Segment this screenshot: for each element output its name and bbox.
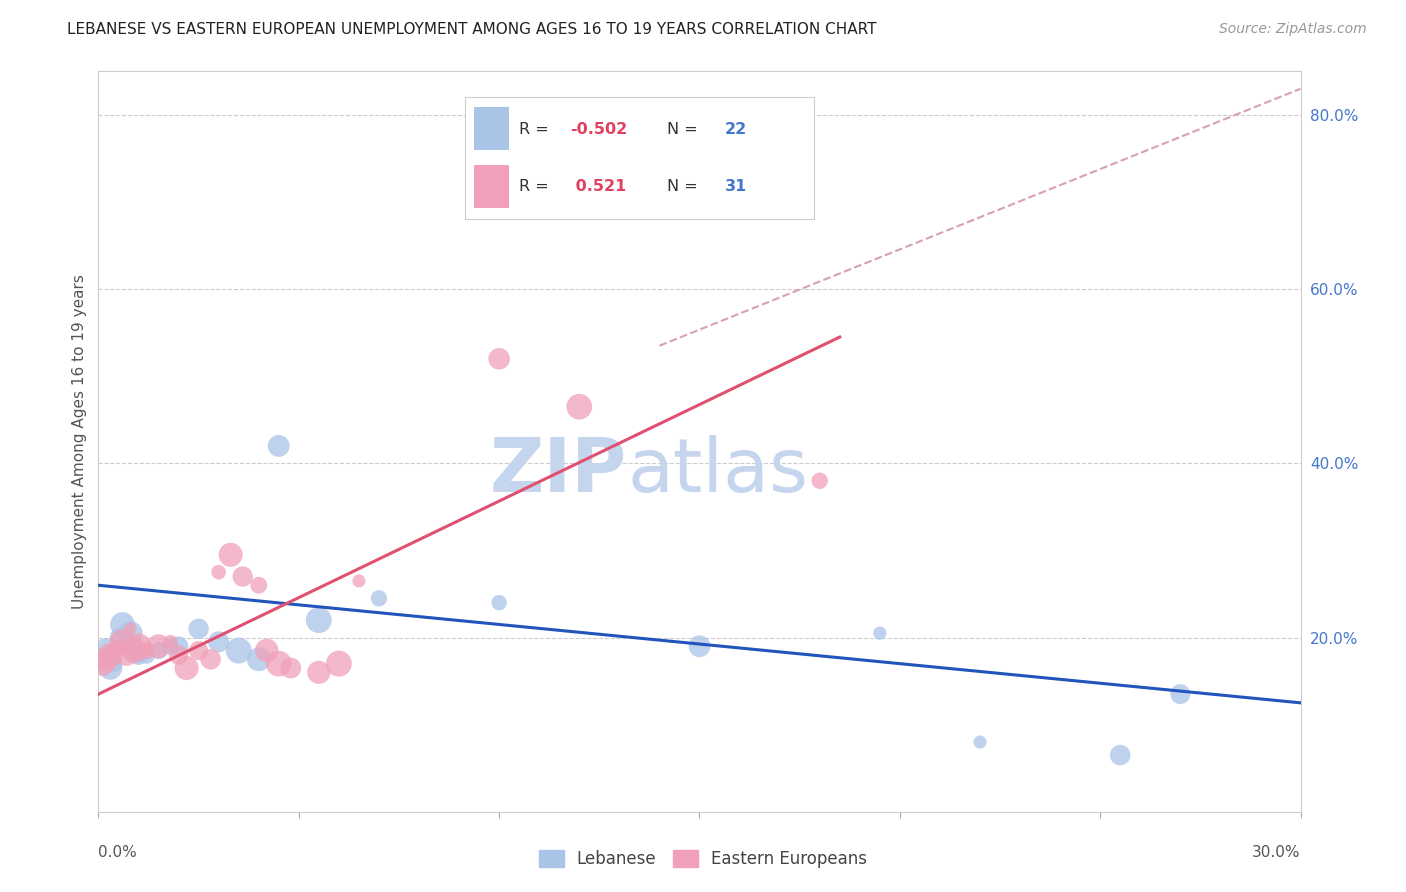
Point: [148, 639, 170, 653]
Point: [128, 648, 150, 662]
Point: [247, 652, 270, 666]
Point: [689, 639, 711, 653]
Point: [267, 657, 290, 671]
Y-axis label: Unemployment Among Ages 16 to 19 years: Unemployment Among Ages 16 to 19 years: [72, 274, 87, 609]
Point: [96, 643, 118, 657]
Point: [111, 617, 134, 632]
Point: [808, 474, 831, 488]
Point: [124, 643, 146, 657]
Point: [100, 661, 122, 675]
Point: [115, 648, 138, 662]
Point: [308, 665, 330, 680]
Point: [100, 648, 122, 662]
Point: [187, 643, 209, 657]
Point: [628, 178, 651, 192]
Point: [159, 639, 181, 653]
Point: [969, 735, 991, 749]
Text: atlas: atlas: [627, 434, 808, 508]
Point: [568, 400, 591, 414]
Point: [208, 565, 231, 579]
Point: [869, 626, 891, 640]
Point: [135, 643, 157, 657]
Point: [167, 648, 190, 662]
Point: [368, 591, 391, 606]
Point: [120, 626, 142, 640]
Point: [308, 613, 330, 627]
Point: [124, 643, 146, 657]
Text: 0.0%: 0.0%: [98, 845, 138, 860]
Point: [488, 596, 510, 610]
Point: [96, 652, 118, 666]
Point: [91, 652, 114, 666]
Point: [232, 569, 254, 583]
Point: [228, 643, 250, 657]
Point: [1109, 748, 1132, 763]
Point: [1170, 687, 1192, 701]
Point: [103, 643, 125, 657]
Point: [107, 631, 129, 645]
Point: [247, 578, 270, 592]
Point: [120, 622, 142, 636]
Text: ZIP: ZIP: [491, 434, 627, 508]
Legend: Lebanese, Eastern Europeans: Lebanese, Eastern Europeans: [531, 843, 875, 875]
Point: [267, 439, 290, 453]
Point: [103, 657, 125, 671]
Point: [200, 652, 222, 666]
Point: [91, 657, 114, 671]
Point: [328, 657, 350, 671]
Point: [176, 661, 198, 675]
Point: [107, 639, 129, 653]
Text: Source: ZipAtlas.com: Source: ZipAtlas.com: [1219, 22, 1367, 37]
Point: [256, 643, 278, 657]
Point: [159, 635, 181, 649]
Point: [219, 548, 242, 562]
Point: [167, 639, 190, 653]
Point: [347, 574, 370, 588]
Point: [128, 639, 150, 653]
Point: [135, 648, 157, 662]
Text: LEBANESE VS EASTERN EUROPEAN UNEMPLOYMENT AMONG AGES 16 TO 19 YEARS CORRELATION : LEBANESE VS EASTERN EUROPEAN UNEMPLOYMEN…: [67, 22, 877, 37]
Point: [488, 351, 510, 366]
Point: [148, 643, 170, 657]
Point: [111, 635, 134, 649]
Point: [115, 639, 138, 653]
Text: 30.0%: 30.0%: [1253, 845, 1301, 860]
Point: [208, 635, 231, 649]
Point: [187, 622, 209, 636]
Point: [280, 661, 302, 675]
